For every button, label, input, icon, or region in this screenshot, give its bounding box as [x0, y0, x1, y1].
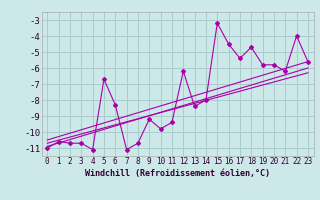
X-axis label: Windchill (Refroidissement éolien,°C): Windchill (Refroidissement éolien,°C) [85, 169, 270, 178]
